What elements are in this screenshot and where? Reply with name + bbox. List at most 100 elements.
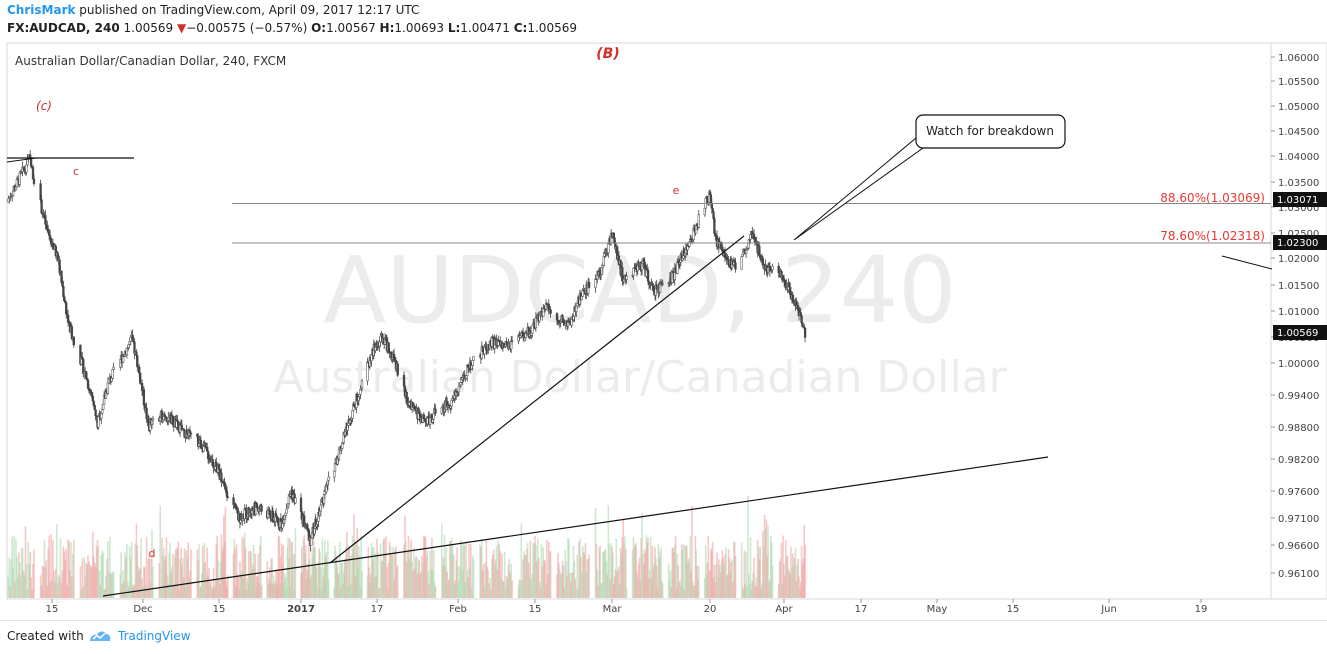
volume-bar	[569, 572, 571, 598]
volume-bar	[451, 545, 454, 598]
volume-bar	[205, 577, 208, 598]
candle-body	[226, 496, 229, 499]
volume-bar	[67, 539, 69, 598]
volume-bar	[19, 562, 21, 598]
chart-canvas[interactable]: AUDCAD, 240 Australian Dollar/Canadian D…	[0, 0, 1327, 620]
footer: Created with TradingView	[0, 620, 1327, 654]
price-axis[interactable]: 1.06000 1.05500 1.05000 1.04500 1.04000 1.035…	[1271, 53, 1319, 580]
author-name[interactable]: ChrisMark	[7, 3, 76, 17]
volume-bar	[86, 564, 88, 598]
volume-bar	[20, 547, 23, 598]
tradingview-logo-icon[interactable]	[88, 627, 112, 643]
volume-bar	[465, 541, 467, 598]
volume-bar	[90, 566, 92, 598]
volume-bar	[623, 544, 625, 598]
volume-bar	[169, 542, 171, 598]
volume-bar	[481, 539, 483, 598]
volume-bar	[725, 547, 727, 598]
volume-bar	[562, 565, 565, 598]
close-value: 1.00569	[527, 21, 577, 35]
candle-body	[625, 275, 628, 280]
x-tick-label: 17	[855, 604, 868, 615]
volume-bar	[393, 579, 395, 598]
volume-bar	[405, 541, 407, 598]
price-change: −0.00575 (−0.57%)	[186, 21, 308, 35]
volume-bar	[728, 557, 731, 598]
volume-bar	[777, 584, 780, 598]
volume-bar	[227, 575, 229, 598]
volume-bar	[44, 567, 47, 598]
volume-bar	[742, 589, 745, 598]
volume-bar	[383, 538, 385, 598]
y-tick-label: 1.02500	[1278, 229, 1319, 240]
volume-bar	[66, 585, 68, 598]
volume-bar	[327, 579, 330, 598]
volume-bar	[234, 547, 236, 598]
volume-bar	[327, 540, 329, 598]
volume-bar	[455, 560, 457, 598]
volume-bar	[119, 573, 122, 598]
volume-bar	[469, 566, 471, 598]
volume-bar	[128, 546, 131, 598]
volume-bar	[442, 557, 445, 598]
volume-bar	[190, 549, 192, 598]
volume-bar	[201, 573, 203, 598]
volume-bar	[448, 579, 450, 598]
projection-line[interactable]	[1221, 255, 1273, 270]
price-tag-786-bg	[1273, 235, 1327, 250]
callout-pointer	[793, 137, 924, 241]
candle-body	[459, 382, 462, 386]
volume-bar	[459, 540, 462, 598]
support-trendline[interactable]	[329, 235, 745, 564]
volume-bar	[497, 540, 500, 598]
volume-bar	[785, 556, 788, 598]
volume-bar	[145, 536, 148, 598]
volume-bar	[625, 588, 628, 598]
volume-bar	[50, 534, 52, 598]
volume-bar	[431, 537, 433, 598]
volume-bar	[279, 583, 281, 598]
volume-bar	[11, 536, 13, 598]
volume-bar	[414, 557, 417, 598]
volume-bar	[294, 528, 297, 598]
volume-bar	[533, 543, 535, 598]
volume-bar	[420, 572, 422, 598]
volume-bar	[358, 556, 361, 598]
tradingview-brand-link[interactable]: TradingView	[118, 629, 191, 643]
volume-bar	[461, 570, 464, 598]
long-trendline[interactable]	[102, 456, 1049, 597]
wave-c-line[interactable]	[6, 157, 37, 163]
volume-bar	[546, 540, 548, 598]
volume-bar	[164, 555, 167, 598]
volume-bar	[412, 570, 414, 598]
volume-bar	[661, 581, 663, 598]
volume-bar	[385, 536, 387, 598]
volume-bar	[81, 558, 84, 598]
volume-bar	[159, 505, 161, 598]
volume-bar	[632, 536, 635, 598]
volume-bar	[746, 587, 748, 598]
volume-bar	[283, 582, 285, 598]
volume-bar	[25, 564, 28, 598]
volume-bar	[89, 564, 91, 598]
volume-bar	[30, 577, 32, 598]
volume-bar	[10, 559, 12, 598]
candle-body	[112, 366, 115, 370]
volume-bar	[241, 536, 244, 598]
candle-body	[29, 158, 33, 167]
candle-body	[531, 324, 534, 334]
volume-bar	[495, 545, 498, 598]
callout-box[interactable]	[915, 114, 1066, 149]
volume-bar	[152, 566, 154, 598]
volume-bar	[633, 544, 636, 598]
volume-bar	[799, 582, 802, 598]
volume-bar	[618, 584, 621, 598]
volume-bar	[756, 539, 759, 598]
time-axis[interactable]: 15 Dec 15 2017 17 Feb 15 Mar 20 Apr 17 May 15 Jun 19	[46, 599, 1208, 615]
volume-bar	[68, 541, 70, 598]
volume-bar	[292, 554, 294, 598]
volume-bar	[378, 588, 381, 598]
volume-bar	[209, 582, 211, 598]
volume-bar	[335, 556, 338, 598]
candle-body	[789, 286, 792, 295]
